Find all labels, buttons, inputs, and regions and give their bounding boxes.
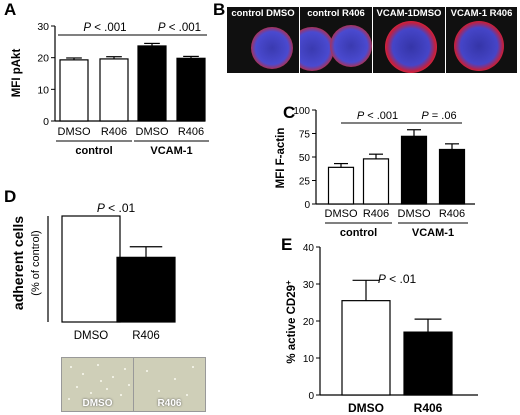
y-tick-label: 50: [299, 153, 311, 164]
significance-label: P < .001: [158, 22, 201, 34]
cell-shape: [385, 21, 437, 73]
micro-image-control-r406: control R406: [299, 6, 373, 74]
y-tick-label: 30: [37, 21, 49, 33]
group-label: control: [340, 227, 377, 239]
panel-label-c: C: [283, 103, 296, 122]
micro-caption: control DMSO: [231, 8, 295, 19]
category-label: DMSO: [58, 126, 91, 138]
y-axis-label: % active CD29+: [284, 280, 299, 364]
category-label: R406: [414, 401, 443, 415]
category-label: DMSO: [136, 126, 169, 138]
micro-image-control-dmso: control DMSO: [226, 6, 300, 74]
y-axis-label: adherent cells: [10, 216, 26, 310]
chart-panel-e: 0 10 20 30 40 % active CD29+ DMSO R406 P < .01: [284, 243, 478, 415]
bar: [362, 158, 390, 205]
cell-shape: [454, 21, 504, 71]
y-tick-label: 20: [303, 317, 315, 328]
panel-label-b: B: [213, 0, 226, 19]
bar: [400, 135, 428, 205]
bar: [327, 166, 355, 205]
adhesion-photo-dmso: DMSO: [61, 357, 134, 412]
category-label: R406: [178, 126, 204, 138]
y-tick-label: 100: [293, 106, 310, 117]
photo-caption: DMSO: [82, 398, 113, 409]
group-label: control: [75, 145, 112, 157]
y-tick-label: 0: [43, 116, 49, 128]
category-label: R406: [101, 126, 127, 138]
group-label: VCAM-1: [150, 145, 192, 157]
bar: [176, 57, 206, 122]
adhesion-photo-r406: R406: [133, 357, 206, 412]
chart-panel-c: 0 25 50 75 100 MFI F-actin DMSO R406 DMSO R406 P <…: [275, 106, 475, 239]
group-label: VCAM-1: [412, 227, 454, 239]
significance-label: P < .001: [83, 22, 126, 34]
category-label: R406: [132, 330, 160, 342]
microscopy-panel-b: control DMSO control R406 VCAM-1DMSO VCA…: [226, 6, 518, 74]
micro-caption: VCAM-1DMSO: [376, 8, 442, 19]
bar: [59, 59, 89, 122]
y-tick-label: 10: [37, 84, 49, 96]
micro-caption: control R406: [307, 8, 365, 19]
bar: [99, 58, 129, 122]
significance-label: P < .001: [357, 110, 398, 122]
y-tick-label: 0: [308, 391, 314, 402]
micro-caption: VCAM-1 R406: [450, 8, 513, 19]
bar: [137, 45, 167, 122]
bar: [403, 331, 453, 396]
y-tick-label: 10: [303, 354, 315, 365]
micro-image-vcam1-r406: VCAM-1 R406: [445, 6, 518, 74]
y-tick-label: 20: [37, 53, 49, 65]
panel-label-a: A: [4, 0, 17, 19]
y-axis-label: MFI pAkt: [11, 49, 23, 98]
category-label: DMSO: [74, 330, 109, 342]
bar: [116, 256, 176, 323]
panel-label-d: D: [4, 187, 17, 206]
cell-shape: [300, 27, 334, 71]
significance-label: P < .01: [378, 272, 417, 286]
chart-panel-d: adherent cells (% of control) DMSO R406 P < …: [10, 201, 176, 342]
significance-label: P < .01: [97, 201, 136, 215]
chart-panel-a: 0 10 20 30 MFI pAkt DMSO R406 DMSO R406 P < .001 P…: [11, 21, 209, 157]
y-tick-label: 30: [303, 280, 315, 291]
bar: [341, 300, 391, 396]
micro-image-vcam1-dmso: VCAM-1DMSO: [372, 6, 446, 74]
panel-label-e: E: [281, 235, 293, 254]
category-label: DMSO: [348, 401, 384, 415]
category-label: R406: [363, 208, 389, 220]
category-label: R406: [439, 208, 465, 220]
y-tick-label: 0: [304, 200, 310, 211]
photo-caption: R406: [157, 398, 182, 409]
cell-shape: [251, 27, 293, 69]
y-tick-label: 25: [299, 177, 311, 188]
y-tick-label: 40: [303, 243, 315, 254]
bar: [61, 215, 121, 323]
category-label: DMSO: [325, 208, 358, 220]
y-axis-sublabel: (% of control): [30, 230, 42, 295]
cell-shape: [330, 25, 372, 67]
significance-label: P = .06: [421, 110, 456, 122]
category-label: DMSO: [398, 208, 431, 220]
adhesion-photos-panel-d: DMSO R406: [61, 357, 206, 412]
bar: [438, 148, 466, 205]
y-axis-label: MFI F-actin: [275, 128, 287, 189]
y-tick-label: 75: [299, 130, 311, 141]
